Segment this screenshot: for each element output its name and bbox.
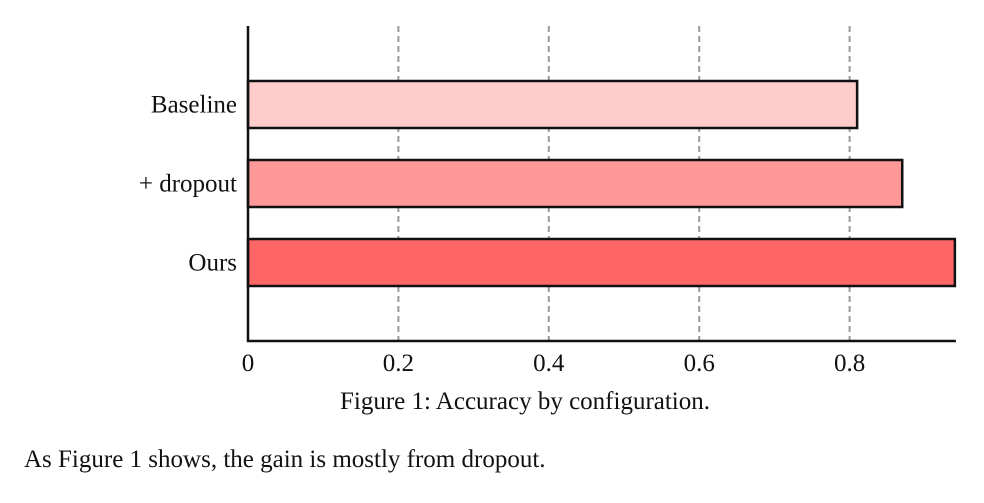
axes (246, 26, 956, 343)
category-label-2: Ours (188, 250, 237, 277)
labels: Baseline + dropout Ours 0 0.2 0.4 0.6 0.8 (139, 92, 865, 378)
bar-2 (246, 237, 957, 288)
x-tick-label-2: 0.4 (533, 350, 565, 377)
x-tick-label-3: 0.6 (684, 350, 715, 377)
figure-caption: Figure 1: Accuracy by configuration. (339, 388, 711, 415)
body-paragraph: As Figure 1 shows, the gain is mostly fr… (24, 446, 546, 473)
x-tick-label-0: 0 (242, 350, 255, 377)
bar-chart: Baseline + dropout Ours 0 0.2 0.4 0.6 0.8 (139, 26, 957, 378)
category-label-0: Baseline (151, 92, 237, 119)
bar-0 (246, 79, 859, 130)
grid-lines (397, 26, 851, 341)
bars (246, 79, 957, 288)
category-label-1: + dropout (139, 171, 237, 198)
x-tick-label-1: 0.2 (383, 350, 414, 377)
x-tick-label-4: 0.8 (834, 350, 865, 377)
bar-1 (246, 158, 904, 209)
